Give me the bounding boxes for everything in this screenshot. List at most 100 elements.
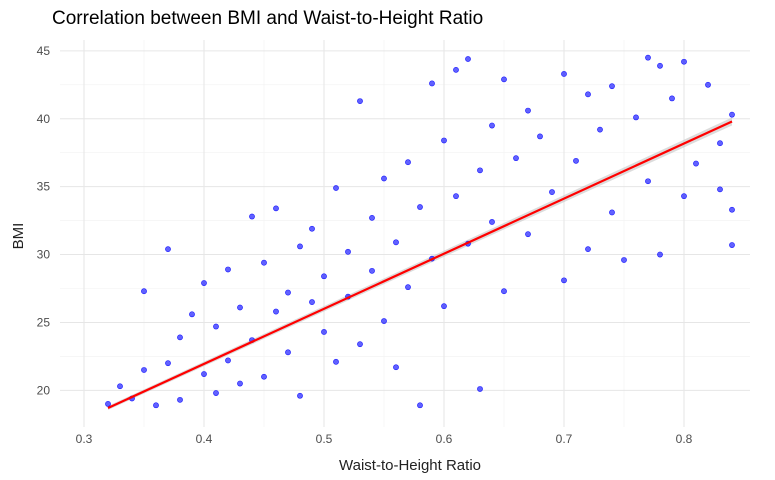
data-point — [441, 137, 447, 144]
data-point — [381, 175, 387, 182]
data-point — [405, 159, 411, 166]
data-point — [309, 225, 315, 232]
data-point — [297, 243, 303, 250]
data-point — [261, 373, 267, 380]
y-tick-label: 30 — [37, 248, 51, 262]
data-point — [657, 251, 663, 258]
data-point — [609, 209, 615, 216]
data-point — [141, 367, 147, 373]
data-point — [729, 206, 735, 213]
data-point — [693, 160, 699, 167]
data-point — [717, 140, 723, 147]
data-point — [321, 273, 327, 280]
data-point — [177, 334, 183, 341]
x-tick-label: 0.3 — [76, 432, 93, 446]
y-tick-label: 35 — [37, 180, 51, 194]
data-point — [297, 392, 303, 399]
data-point — [309, 299, 315, 305]
data-point — [489, 219, 495, 225]
x-tick-label: 0.4 — [196, 432, 213, 446]
y-tick-label: 20 — [37, 383, 51, 397]
data-point — [549, 189, 555, 195]
data-point — [657, 62, 663, 69]
data-point — [525, 107, 531, 114]
axis-ticks: 0.3 0.4 0.5 0.6 0.7 0.8 20 25 30 35 40 45 — [37, 44, 693, 446]
data-point — [585, 246, 591, 253]
data-point — [165, 360, 171, 367]
data-point — [213, 323, 219, 330]
data-point — [489, 122, 495, 129]
data-point — [405, 284, 411, 291]
data-point — [201, 280, 207, 286]
data-point — [477, 386, 483, 392]
data-point — [429, 80, 435, 87]
data-point — [465, 56, 471, 62]
data-point — [357, 341, 363, 348]
data-point — [345, 248, 351, 255]
data-point — [261, 259, 267, 266]
data-point — [225, 357, 231, 364]
data-point — [357, 98, 363, 105]
data-point — [393, 239, 399, 246]
data-point — [561, 277, 567, 284]
x-tick-label: 0.7 — [556, 432, 573, 446]
data-point — [477, 167, 483, 174]
data-point — [333, 358, 339, 365]
data-point — [621, 257, 627, 263]
data-point — [249, 213, 255, 220]
y-tick-label: 40 — [37, 112, 51, 126]
data-point — [513, 155, 519, 162]
y-tick-label: 45 — [37, 44, 51, 58]
data-point — [645, 54, 651, 61]
data-point — [597, 126, 603, 133]
data-point — [285, 289, 291, 296]
data-point — [117, 383, 123, 390]
data-point — [321, 329, 327, 335]
data-point — [729, 242, 735, 248]
data-point — [537, 133, 543, 140]
data-point — [681, 193, 687, 200]
x-tick-label: 0.5 — [316, 432, 333, 446]
data-point — [645, 178, 651, 185]
data-point — [501, 76, 507, 83]
data-point — [705, 81, 711, 88]
data-point — [189, 311, 195, 318]
data-points — [105, 54, 735, 409]
data-point — [225, 266, 231, 273]
data-point — [573, 157, 579, 164]
data-point — [177, 396, 183, 403]
data-point — [333, 185, 339, 191]
data-point — [153, 402, 159, 409]
data-point — [417, 402, 423, 409]
data-point — [393, 364, 399, 371]
data-point — [237, 380, 243, 387]
x-tick-label: 0.6 — [436, 432, 453, 446]
data-point — [369, 214, 375, 221]
chart-title: Correlation between BMI and Waist-to-Hei… — [52, 8, 483, 29]
data-point — [141, 288, 147, 295]
grid — [60, 40, 750, 427]
data-point — [201, 371, 207, 377]
data-point — [453, 193, 459, 200]
data-point — [609, 83, 615, 90]
data-point — [501, 288, 507, 295]
data-point — [417, 204, 423, 210]
data-point — [453, 66, 459, 73]
data-point — [585, 91, 591, 98]
data-point — [441, 303, 447, 310]
data-point — [273, 205, 279, 212]
data-point — [165, 246, 171, 253]
data-point — [285, 349, 291, 356]
x-axis-title: Waist-to-Height Ratio — [339, 457, 481, 474]
data-point — [105, 401, 111, 407]
data-point — [681, 58, 687, 65]
y-axis-title: BMI — [10, 223, 27, 250]
x-tick-label: 0.8 — [676, 432, 693, 446]
data-point — [633, 114, 639, 121]
data-point — [237, 304, 243, 311]
trend-line — [107, 120, 733, 409]
data-point — [561, 71, 567, 77]
data-point — [273, 308, 279, 315]
y-tick-label: 25 — [37, 315, 51, 329]
